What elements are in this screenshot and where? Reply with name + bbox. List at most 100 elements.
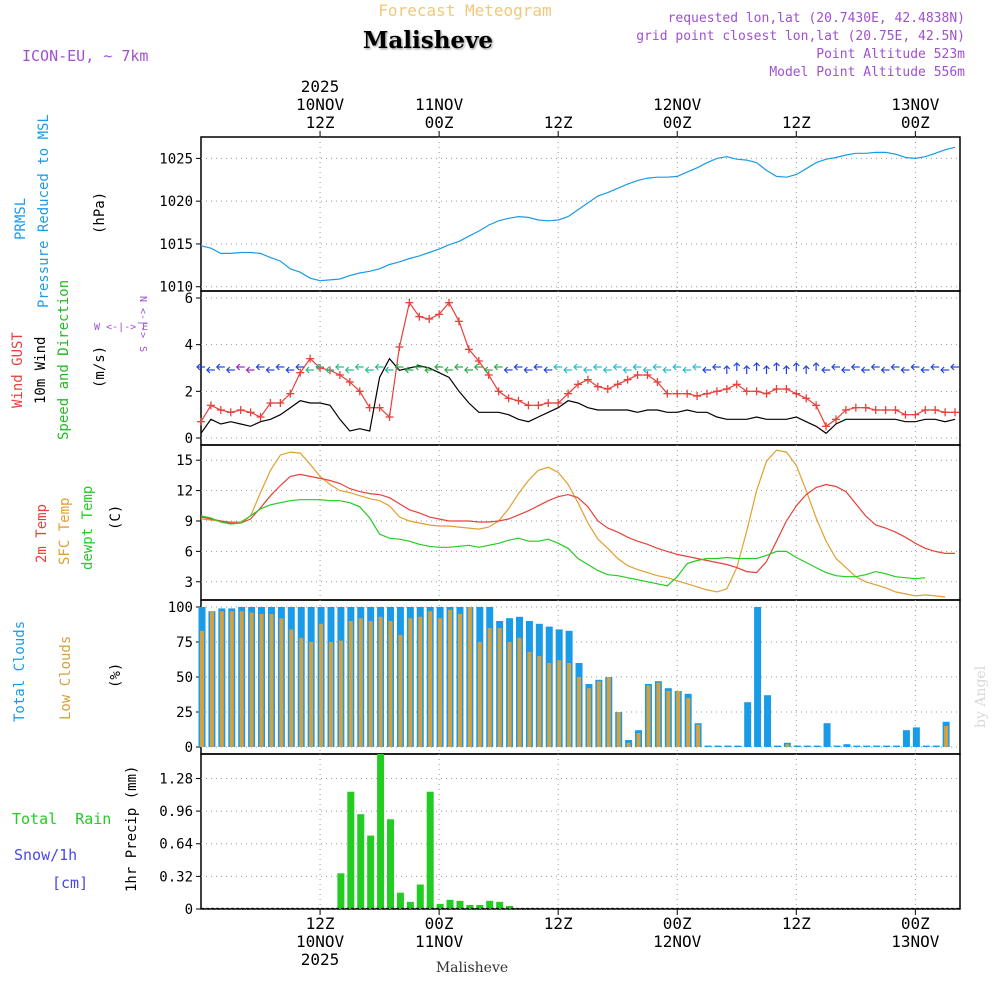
gust-point	[375, 403, 384, 412]
wind-direction-arrow	[473, 363, 483, 371]
arrow-head	[265, 366, 270, 374]
wind-direction-arrow	[773, 362, 780, 371]
wind-direction-arrow	[682, 366, 692, 374]
wind-direction-arrow	[702, 366, 711, 374]
low-cloud-bar	[537, 656, 542, 747]
model-altitude: Model Point Altitude 556m	[769, 65, 965, 80]
gust-point	[236, 406, 245, 414]
clouds-ytick-label: 75	[176, 635, 193, 651]
gust-point	[266, 399, 275, 407]
low-cloud-bar	[547, 663, 552, 747]
total-cloud-bar	[764, 695, 772, 747]
low-cloud-bar	[428, 611, 433, 747]
rain-bar	[426, 791, 434, 909]
prmsl-label: PRMSL	[13, 198, 29, 240]
wind-direction-arrow	[553, 363, 563, 371]
low-cloud-bar	[398, 635, 403, 747]
wind-direction-arrow	[602, 366, 612, 374]
total-cloud-bar	[893, 745, 901, 747]
rain-bar	[476, 904, 484, 909]
rain-bar	[466, 904, 474, 909]
low-cloud-bar	[557, 660, 562, 747]
total-cloud-bar	[853, 745, 861, 747]
total-cloud-bar	[724, 745, 732, 747]
wind-direction-arrow	[384, 366, 394, 374]
arrow-head	[196, 363, 201, 371]
gust-point	[484, 371, 493, 379]
wind-direction-arrow	[950, 363, 959, 371]
arrow-head	[841, 366, 846, 374]
total-cloud-bar	[912, 727, 920, 747]
low-cloud-bar	[269, 614, 274, 747]
total-cloud-bar	[744, 702, 752, 747]
grid-point-coords: grid point closest lon,lat (20.75E, 42.5…	[636, 29, 965, 44]
top-tick-label: 13NOV	[891, 95, 940, 114]
sfc-temp-series	[200, 449, 946, 598]
arrow-head	[632, 363, 637, 371]
precip-frame	[200, 753, 961, 910]
compass-ns-line: <-|->	[137, 308, 148, 338]
pressure-panel: 1010 1015 1020 1025	[159, 136, 961, 296]
gust-point	[613, 380, 622, 389]
gust-point	[792, 389, 801, 398]
wind-direction-arrow	[642, 366, 652, 374]
low-cloud-bar	[696, 724, 701, 747]
low-cloud-bar	[686, 698, 691, 747]
gust-point	[405, 298, 414, 307]
low-cloud-bar	[388, 621, 393, 747]
gust-point	[574, 380, 583, 389]
gust-point	[921, 406, 930, 414]
low-cloud-bar	[448, 609, 453, 747]
percent-label: (%)	[108, 663, 124, 688]
low-cloud-bar	[646, 685, 651, 747]
arrow-head	[850, 363, 856, 371]
gust-point	[693, 392, 702, 400]
gust-point	[732, 380, 741, 389]
top-tick-label: 12NOV	[653, 95, 702, 114]
speed-direction-label: Speed and Direction	[56, 280, 72, 440]
celsius-label: (C)	[108, 505, 124, 530]
arrow-head	[940, 366, 945, 374]
wind-direction-arrow	[622, 366, 632, 374]
low-cloud-bar	[200, 630, 204, 747]
low-cloud-bar	[289, 629, 294, 747]
gust-point	[683, 389, 692, 398]
gust-point	[454, 317, 463, 326]
arrow-head	[464, 366, 469, 374]
wind-direction-arrow	[404, 366, 414, 374]
cloud-labels: Total Clouds Low Clouds (%)	[12, 621, 124, 722]
wind-direction-arrow	[850, 363, 860, 371]
rain-bar	[436, 903, 444, 909]
gust-point	[345, 378, 354, 386]
arrow-head	[483, 366, 489, 374]
arrow-head	[295, 363, 300, 371]
arrow-head	[305, 366, 310, 374]
wind-direction-arrow	[265, 366, 275, 374]
gust-point	[703, 389, 711, 398]
point-altitude: Point Altitude 523m	[816, 47, 965, 62]
bottom-tick-label: 12Z	[544, 914, 573, 933]
wind-direction-arrow	[364, 366, 374, 374]
arrow-head	[753, 362, 761, 367]
gust-point	[256, 413, 265, 421]
gust-point	[931, 406, 940, 414]
total-cloud-bar	[734, 745, 742, 747]
arrow-head	[782, 365, 790, 370]
low-cloud-bar	[785, 744, 790, 747]
total-cloud-bar	[863, 745, 871, 747]
wind-ytick-label: 6	[185, 291, 193, 307]
wind-direction-arrow	[513, 363, 523, 371]
arrow-head	[533, 363, 538, 371]
wind-direction-arrow	[652, 363, 662, 371]
wind-direction-arrow	[662, 366, 672, 374]
pressure-ytick-label: 1010	[159, 280, 193, 296]
arrow-head	[523, 366, 528, 374]
wind-direction-arrow	[354, 363, 364, 371]
arrow-head	[424, 366, 429, 374]
arrow-head	[821, 366, 826, 374]
gust-point	[445, 298, 454, 307]
gust-point	[286, 389, 295, 398]
wind-direction-arrow	[315, 363, 325, 371]
arrow-head	[354, 363, 360, 371]
